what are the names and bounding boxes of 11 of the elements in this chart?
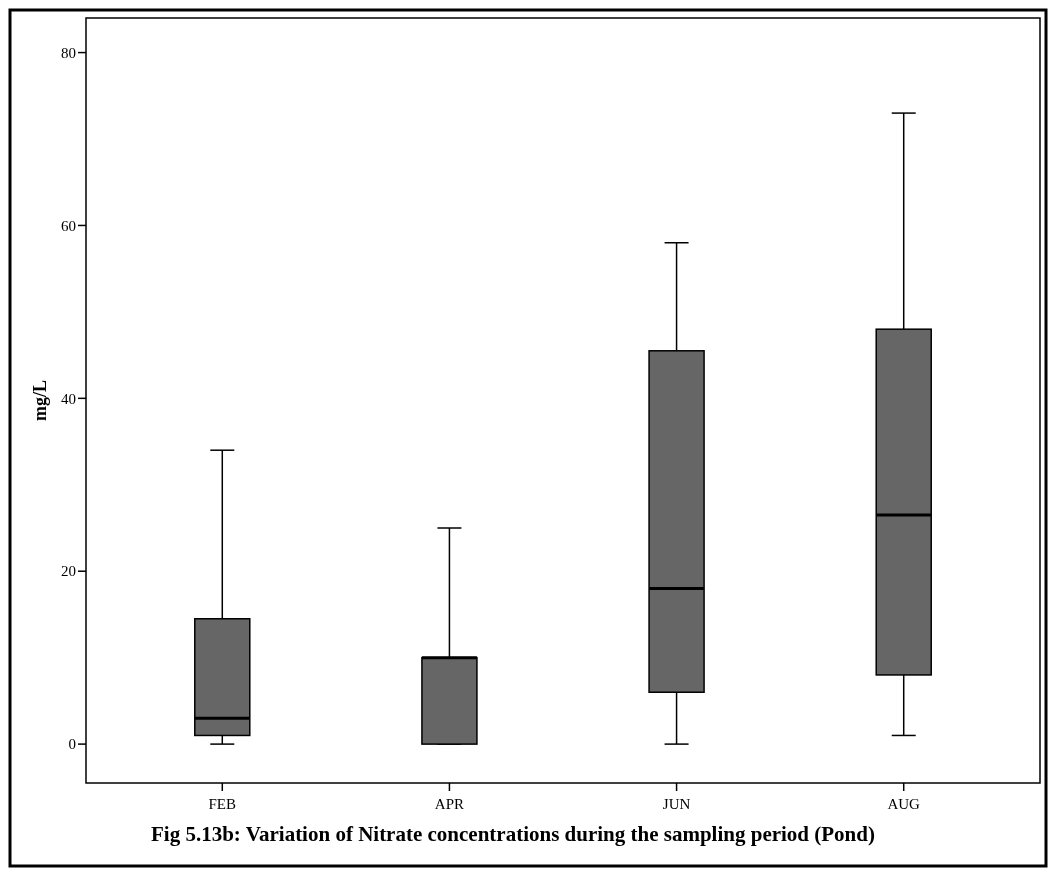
x-tick-label: FEB — [208, 796, 237, 812]
x-tick-label: APR — [434, 796, 465, 812]
y-tick-label: 60 — [61, 217, 76, 234]
x-tick-label: AUG — [887, 796, 921, 812]
caption: Fig 5.13b: Variation of Nitrate concentrations during the sampling period (Pond) — [151, 822, 875, 846]
y-axis-title: mg/L — [30, 379, 50, 422]
y-tick-label: 80 — [61, 44, 76, 61]
y-tick-label: 0 — [68, 736, 76, 753]
y-tick-label: 20 — [61, 563, 76, 580]
x-tick-label: JUN — [662, 796, 691, 812]
y-tick-label: 40 — [61, 390, 76, 407]
